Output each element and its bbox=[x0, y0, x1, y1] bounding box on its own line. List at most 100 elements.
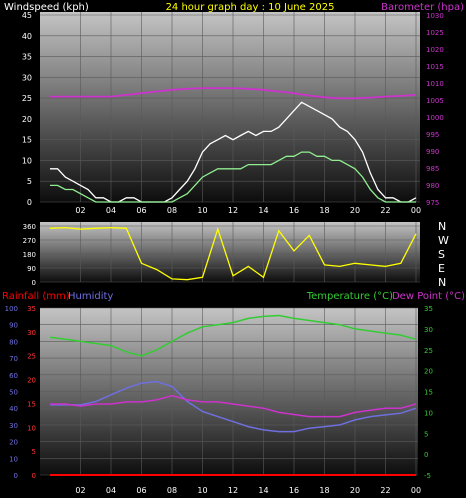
windspeed-tick-label: 0 bbox=[27, 198, 32, 207]
compass-label: S bbox=[438, 248, 445, 261]
windspeed-axis: 0 5 10 15 20 25 30 35 40 45 bbox=[22, 11, 32, 207]
temperature-axis: -5 0 5 10 15 20 25 30 35 bbox=[424, 305, 433, 480]
wind-x-tick-label: 16 bbox=[289, 206, 299, 215]
temperature-line bbox=[49, 314, 417, 357]
humidity-tick-label: 100 bbox=[5, 305, 18, 313]
barometer-tick-label: 995 bbox=[426, 131, 439, 139]
rainfall-axis: 0 5 10 15 20 25 30 35 bbox=[27, 305, 36, 480]
rainfall-tick-label: 20 bbox=[27, 377, 36, 385]
wind-x-tick-label: 10 bbox=[197, 206, 207, 215]
barometer-tick-label: 1005 bbox=[426, 97, 444, 105]
wind-x-tick-label: 20 bbox=[350, 206, 360, 215]
temperature-tick-label: 30 bbox=[424, 326, 433, 334]
direction-tick-label: 90 bbox=[27, 265, 36, 273]
compass-label: E bbox=[438, 262, 445, 275]
temp-x-tick-label: 02 bbox=[75, 486, 85, 495]
windspeed-tick-label: 5 bbox=[27, 177, 32, 186]
barometer-tick-label: 990 bbox=[426, 148, 439, 156]
windspeed-tick-label: 35 bbox=[22, 53, 32, 62]
temp-x-tick-label: 00 bbox=[411, 486, 421, 495]
barometer-tick-label: 985 bbox=[426, 165, 439, 173]
temp-humidity-series bbox=[49, 314, 417, 476]
temp-x-tick-label: 20 bbox=[350, 486, 360, 495]
humidity-tick-label: 0 bbox=[14, 472, 18, 480]
humidity-tick-label: 90 bbox=[9, 322, 18, 330]
barometer-tick-label: 1025 bbox=[426, 29, 444, 37]
humidity-tick-label: 20 bbox=[9, 439, 18, 447]
graph-title: 24 hour graph day : 10 June 2025 bbox=[166, 2, 335, 13]
temp-x-tick-label: 18 bbox=[319, 486, 329, 495]
direction-tick-label: 180 bbox=[23, 251, 36, 259]
windspeed-tick-label: 20 bbox=[22, 115, 32, 124]
rainfall-tick-label: 35 bbox=[27, 305, 36, 313]
temperature-label: Temperature (°C) bbox=[306, 291, 393, 302]
barometer-axis: 975 980 985 990 995 1000 1005 1010 1015 1020 1025 1… bbox=[426, 12, 444, 207]
wind-x-tick-label: 12 bbox=[228, 206, 238, 215]
barometer-tick-label: 1000 bbox=[426, 114, 444, 122]
humidity-axis: 0 10 20 30 40 50 60 70 80 90 100 bbox=[5, 305, 18, 480]
dewpoint-line bbox=[50, 394, 417, 418]
wind-x-tick-label: 14 bbox=[258, 206, 268, 215]
rainfall-tick-label: 30 bbox=[27, 329, 36, 337]
windspeed-average-line bbox=[50, 151, 416, 203]
humidity-tick-label: 40 bbox=[9, 405, 18, 413]
humidity-tick-label: 50 bbox=[9, 389, 18, 397]
compass-label: N bbox=[438, 220, 446, 233]
temperature-tick-label: 10 bbox=[424, 409, 433, 417]
windspeed-tick-label: 15 bbox=[22, 136, 32, 145]
temp-x-tick-label: 14 bbox=[258, 486, 268, 495]
temp-humidity-gridlines bbox=[40, 307, 418, 476]
rainfall-label: Rainfall (mm) bbox=[2, 291, 70, 302]
temperature-tick-label: 35 bbox=[424, 305, 433, 313]
windspeed-label: Windspeed (kph) bbox=[4, 2, 89, 13]
wind-x-tick-label: 04 bbox=[106, 206, 116, 215]
barometer-tick-label: 1030 bbox=[426, 12, 444, 20]
rainfall-tick-label: 10 bbox=[27, 424, 36, 432]
direction-tick-label: 0 bbox=[32, 279, 36, 287]
wind-barometer-series bbox=[50, 87, 417, 203]
rainfall-tick-label: 5 bbox=[32, 448, 36, 456]
temperature-tick-label: 15 bbox=[424, 389, 433, 397]
wind-direction-line bbox=[49, 226, 417, 281]
temp-x-tick-label: 12 bbox=[228, 486, 238, 495]
humidity-tick-label: 70 bbox=[9, 355, 18, 363]
wind-direction-series bbox=[49, 226, 417, 281]
dewpoint-label: Dew Point (°C) bbox=[392, 291, 465, 302]
wind-x-tick-label: 06 bbox=[136, 206, 146, 215]
barometer-tick-label: 975 bbox=[426, 199, 439, 207]
direction-axis: 0 90 180 270 360 bbox=[23, 223, 36, 287]
direction-tick-label: 270 bbox=[23, 237, 36, 245]
compass-label: W bbox=[438, 234, 449, 247]
barometer-tick-label: 1015 bbox=[426, 63, 444, 71]
wind-direction-gridlines bbox=[40, 222, 420, 283]
windspeed-tick-label: 40 bbox=[22, 32, 32, 41]
barometer-tick-label: 980 bbox=[426, 182, 439, 190]
humidity-label: Humidity bbox=[68, 291, 113, 302]
wind-x-tick-label: 02 bbox=[75, 206, 85, 215]
windspeed-tick-label: 25 bbox=[22, 94, 32, 103]
windspeed-tick-label: 45 bbox=[22, 11, 32, 20]
rainfall-tick-label: 0 bbox=[32, 472, 36, 480]
temp-x-tick-label: 08 bbox=[167, 486, 177, 495]
temp-hour-axis: 02 04 06 08 10 12 14 16 18 20 22 00 bbox=[75, 486, 421, 495]
barometer-tick-label: 1010 bbox=[426, 80, 444, 88]
direction-tick-label: 360 bbox=[23, 223, 36, 231]
humidity-tick-label: 30 bbox=[9, 422, 18, 430]
temp-x-tick-label: 10 bbox=[197, 486, 207, 495]
barometer-tick-label: 1020 bbox=[426, 46, 444, 54]
temperature-tick-label: 25 bbox=[424, 347, 433, 355]
compass-labels: N W S E N bbox=[438, 220, 449, 289]
windspeed-tick-label: 30 bbox=[22, 73, 32, 82]
barometer-line bbox=[50, 87, 417, 100]
humidity-tick-label: 10 bbox=[9, 455, 18, 463]
temperature-tick-label: -5 bbox=[424, 472, 431, 480]
windspeed-tick-label: 10 bbox=[22, 156, 32, 165]
temperature-tick-label: 0 bbox=[424, 451, 428, 459]
wind-direction-plot bbox=[40, 222, 420, 282]
temperature-tick-label: 5 bbox=[424, 430, 428, 438]
rainfall-tick-label: 15 bbox=[27, 400, 36, 408]
wind-hour-axis: 02 04 06 08 10 12 14 16 18 20 22 00 bbox=[75, 206, 421, 215]
barometer-label: Barometer (hpa) bbox=[381, 2, 464, 13]
compass-label: N bbox=[438, 276, 446, 289]
